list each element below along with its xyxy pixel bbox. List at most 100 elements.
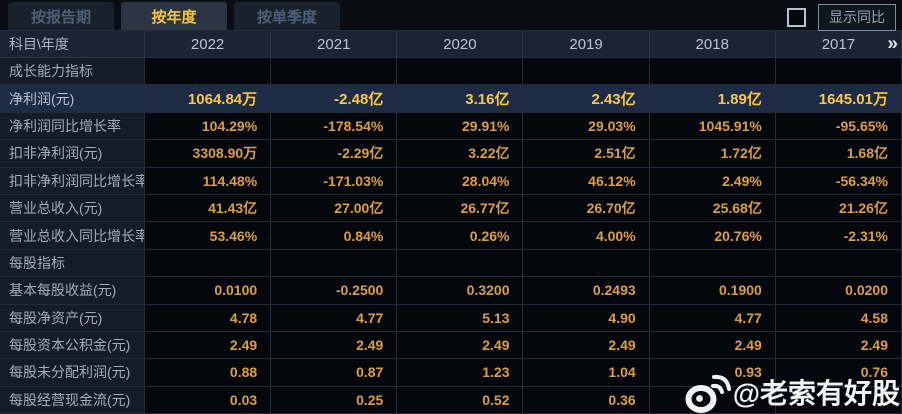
year-header-2020: 2020 <box>397 31 524 58</box>
section-row: 成长能力指标 <box>0 58 902 86</box>
table-row: 营业总收入同比增长率 53.46% 0.84% 0.26% 4.00% 20.76% -2.… <box>0 222 902 250</box>
cell-value: 3.16亿 <box>397 85 524 113</box>
cell-value: -2.29亿 <box>271 140 398 168</box>
cell-value: 29.03% <box>523 112 650 141</box>
cell-value: 21.26亿 <box>775 194 902 223</box>
cell-value: 0.87 <box>271 359 398 387</box>
row-label: 每股净资产(元) <box>0 304 145 332</box>
row-label: 成长能力指标 <box>0 58 145 86</box>
tab-2[interactable]: 按单季度 <box>234 2 341 30</box>
cell-value: 5.13 <box>397 304 524 332</box>
cell-value: 1.04 <box>523 359 650 387</box>
table-row: 营业总收入(元) 41.43亿 27.00亿 26.77亿 26.70亿 25.68亿 21… <box>0 194 902 223</box>
cell-value: 4.00% <box>523 222 650 250</box>
cell-value: 1.68亿 <box>775 140 902 168</box>
year-header-label: 2022 <box>190 35 225 53</box>
table-row: 每股经营现金流(元) 0.03 0.25 0.52 0.36 <box>0 386 902 414</box>
cell-value: 53.46% <box>145 222 272 250</box>
cell-value: 4.90 <box>523 304 650 332</box>
cell-value: 4.77 <box>271 304 398 332</box>
cell-value: 4.77 <box>649 304 776 332</box>
cell-value: 0.25 <box>271 386 398 414</box>
cell-value: 0.36 <box>523 386 650 414</box>
cell-value: 26.77亿 <box>397 194 524 223</box>
row-label: 营业总收入同比增长率 <box>0 222 145 250</box>
cell-value: -2.31% <box>775 222 902 250</box>
cell-value: 1045.91% <box>649 112 776 141</box>
cell-value: 0.88 <box>145 359 272 387</box>
cell-value: -2.48亿 <box>271 85 398 113</box>
cell-value: 27.00亿 <box>271 194 398 223</box>
cell-value: 0.3200 <box>397 277 524 305</box>
cell-value: 0.2493 <box>523 277 650 305</box>
cell-value: 2.49% <box>649 167 776 195</box>
cell-value: 26.70亿 <box>523 194 650 223</box>
table-row: 扣非净利润同比增长率 114.48% -171.03% 28.04% 46.12% 2.4… <box>0 167 902 195</box>
cell-value: 0.1900 <box>649 277 776 305</box>
cell-value <box>271 249 398 278</box>
year-header-label: 2020 <box>443 35 477 53</box>
row-label: 净利润(元) <box>0 85 145 113</box>
year-header-2022: 2022 <box>145 31 272 58</box>
corner-header: 科目\年度 <box>0 31 145 58</box>
cell-value: 29.91% <box>397 112 524 141</box>
cell-value: 4.78 <box>145 304 272 332</box>
cell-value: -178.54% <box>271 112 398 141</box>
table-row: 净利润同比增长率 104.29% -178.54% 29.91% 29.03% 1045.… <box>0 112 902 141</box>
cell-value: 2.49 <box>775 331 902 360</box>
year-header-2019: 2019 <box>523 31 650 58</box>
cell-value: 1645.01万 <box>775 85 902 113</box>
row-label: 每股资本公积金(元) <box>0 331 145 360</box>
cell-value: -171.03% <box>271 167 398 195</box>
cell-value: 20.76% <box>649 222 776 250</box>
show-yoy-checkbox[interactable] <box>787 8 806 27</box>
more-columns-icon[interactable]: » <box>887 33 897 55</box>
row-label: 净利润同比增长率 <box>0 112 145 141</box>
cell-value: 2.43亿 <box>523 85 650 113</box>
cell-value: 0.93 <box>649 359 776 387</box>
cell-value: 1.89亿 <box>649 85 776 113</box>
cell-value: 114.48% <box>145 167 272 195</box>
cell-value <box>775 249 902 278</box>
cell-value: 0.26% <box>397 222 524 250</box>
cell-value: 1064.84万 <box>145 85 272 113</box>
row-label: 营业总收入(元) <box>0 194 145 223</box>
cell-value: 28.04% <box>397 167 524 195</box>
table-row: 每股资本公积金(元) 2.49 2.49 2.49 2.49 2.49 2.49 <box>0 331 902 360</box>
cell-value: 1.72亿 <box>649 140 776 168</box>
table-body: 成长能力指标 净利润(元) 1064.84万 -2.48亿 3.16亿 2.43亿 1.89… <box>0 58 902 414</box>
table-row: 基本每股收益(元) 0.0100 -0.2500 0.3200 0.2493 0.1900… <box>0 277 902 305</box>
period-tabs: 按报告期 按年度 按单季度 <box>0 2 341 30</box>
cell-value <box>523 58 650 86</box>
tab-bar: 按报告期 按年度 按单季度 显示同比 <box>0 0 902 31</box>
cell-value: 4.58 <box>775 304 902 332</box>
tab-1[interactable]: 按年度 <box>121 2 228 30</box>
cell-value <box>271 58 398 86</box>
cell-value: 2.49 <box>649 331 776 360</box>
row-label: 每股指标 <box>0 249 145 278</box>
row-label: 扣非净利润(元) <box>0 140 145 168</box>
cell-value <box>397 58 524 86</box>
cell-value <box>397 249 524 278</box>
cell-value: 46.12% <box>523 167 650 195</box>
table-row: 每股净资产(元) 4.78 4.77 5.13 4.90 4.77 4.58 <box>0 304 902 332</box>
cell-value: 2.49 <box>397 331 524 360</box>
cell-value: 0.52 <box>397 386 524 414</box>
section-row: 每股指标 <box>0 249 902 278</box>
row-label: 基本每股收益(元) <box>0 277 145 305</box>
year-header-2021: 2021 <box>271 31 398 58</box>
cell-value <box>523 249 650 278</box>
cell-value: 3308.90万 <box>145 140 272 168</box>
row-label: 每股经营现金流(元) <box>0 386 145 414</box>
cell-value: 0.0200 <box>775 277 902 305</box>
year-header-label: 2021 <box>317 35 351 53</box>
cell-value: -0.2500 <box>271 277 398 305</box>
cell-value: 2.49 <box>145 331 272 360</box>
cell-value: 0.0100 <box>145 277 272 305</box>
year-header-2017: 2017 » <box>775 31 902 58</box>
show-yoy-button[interactable]: 显示同比 <box>818 4 896 31</box>
table-row: 每股未分配利润(元) 0.88 0.87 1.23 1.04 0.93 0.76 <box>0 359 902 387</box>
cell-value <box>775 58 902 86</box>
cell-value <box>775 386 902 414</box>
tab-0[interactable]: 按报告期 <box>8 2 115 30</box>
